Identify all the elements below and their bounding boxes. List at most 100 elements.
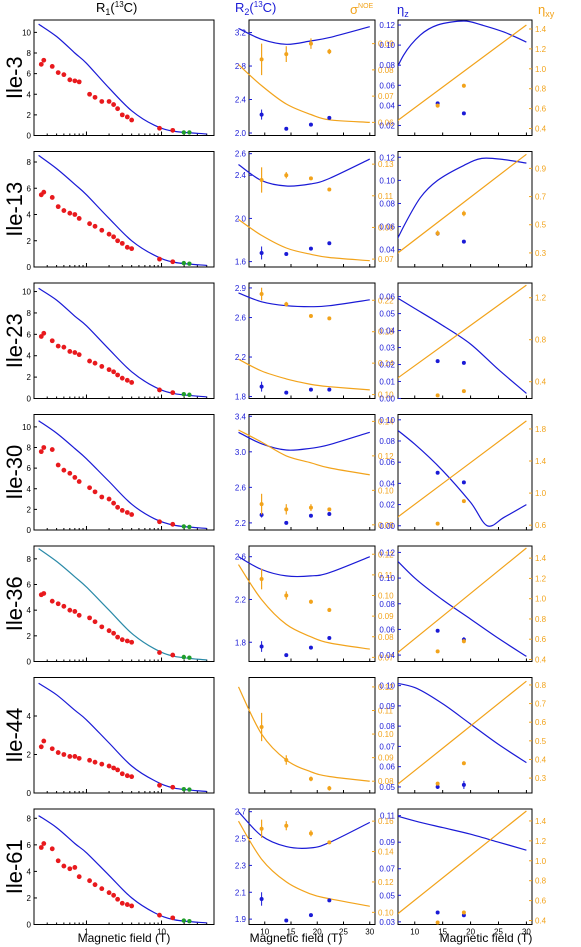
r1-point-low-field <box>124 510 130 515</box>
eta-xy-point <box>435 781 440 786</box>
column-headers: R1(13C) R2(13C) σNOE ηz ηxy <box>96 0 555 19</box>
r1-point-low-field <box>157 650 162 655</box>
header-eta-z: ηz <box>397 2 409 19</box>
x-tick-label: 15 <box>438 928 447 937</box>
panel-r1: 0 2 4 6 8 <box>27 151 215 272</box>
panel-eta: 0.02 0.04 0.06 0.08 0.10 0.12 0.4 0.6 0.8 1.0 1.2 1… <box>379 19 547 136</box>
y-tick-label: 0.10 <box>379 176 395 185</box>
y-tick-label-right: 0.09 <box>378 612 394 621</box>
noe-point <box>284 823 289 828</box>
r2-point <box>284 520 289 525</box>
r1-point-low-field <box>119 508 125 513</box>
y-tick-label: 2 <box>27 632 32 641</box>
r1-point-low-field <box>92 94 98 100</box>
r2-model-curve <box>238 431 370 451</box>
row-ile-61: Ile-61 0 2 4 6 8 1 10 1.9 2.1 2.3 2.5 2.7 0.10 0.12 0.1… <box>2 808 547 937</box>
r2-point <box>259 512 264 517</box>
y-tick-label: 6 <box>27 184 32 193</box>
r1-point-high-field <box>181 654 187 660</box>
y-tick-label: 0.07 <box>379 865 395 874</box>
eta-z-point <box>461 239 466 244</box>
noe-point <box>308 831 313 836</box>
y-tick-label-right: 0.8 <box>535 615 547 624</box>
r1-point-low-field <box>170 521 176 527</box>
panel-r2-noe: 1.6 2.0 2.4 2.6 0.07 0.09 0.11 0.13 <box>235 150 394 268</box>
panel-frame <box>397 677 533 794</box>
residue-label: Ile-23 <box>2 313 27 368</box>
r1-point-low-field <box>157 519 162 525</box>
r1-point-low-field <box>41 330 47 336</box>
eta-xy-point <box>461 761 466 766</box>
r2-point <box>308 645 313 650</box>
r1-point-low-field <box>170 127 176 133</box>
y-tick-label-right: 0.10 <box>378 486 394 495</box>
noe-point <box>284 593 289 598</box>
y-tick-label: 0.04 <box>379 479 395 488</box>
y-tick-label: 0.06 <box>379 81 395 90</box>
r1-point-low-field <box>99 886 105 892</box>
row-ile-23: Ile-23 0 2 4 6 8 10 1.8 2.2 2.6 2.9 0.10 0.14 0.18 0.2… <box>2 282 547 404</box>
r1-point-low-field <box>124 114 130 120</box>
y-tick-label: 2.4 <box>235 96 247 105</box>
r1-point-low-field <box>157 387 162 393</box>
x-tick-label: 20 <box>313 928 322 937</box>
y-tick-label-right: 1.4 <box>535 554 547 563</box>
y-tick-label: 2.6 <box>235 150 247 159</box>
x-tick-label: 20 <box>466 928 475 937</box>
y-tick-label: 0 <box>27 526 32 535</box>
r1-point-low-field <box>119 900 125 906</box>
r1-point-low-field <box>61 863 67 869</box>
r2-point <box>259 644 264 649</box>
panel-frame <box>248 414 376 531</box>
y-tick-label: 2 <box>27 751 32 760</box>
panel-frame <box>248 808 376 925</box>
r1-point-low-field <box>119 112 125 118</box>
eta-xy-point <box>461 83 466 88</box>
panel-frame <box>248 282 376 399</box>
y-tick-label: 2.6 <box>235 553 247 562</box>
noe-point <box>284 173 289 178</box>
r1-point-low-field <box>129 246 135 252</box>
y-tick-label: 4 <box>27 352 32 361</box>
eta-xy-model-line <box>398 24 527 121</box>
eta-z-model-curve <box>398 815 527 851</box>
y-tick-label: 0 <box>27 132 32 141</box>
y-tick-label: 1.8 <box>235 393 247 402</box>
y-tick-label: 0.06 <box>379 458 395 467</box>
r1-point-low-field <box>92 619 98 625</box>
header-eta-xy: ηxy <box>538 2 555 19</box>
r1-point-low-field <box>99 761 105 767</box>
y-tick-label: 0.05 <box>379 891 395 900</box>
eta-z-point <box>435 470 440 475</box>
y-tick-label-right: 1.8 <box>535 425 547 434</box>
y-tick-label: 3.4 <box>235 412 247 421</box>
y-tick-label-right: 0.08 <box>378 521 394 530</box>
y-tick-label: 8 <box>27 814 32 823</box>
noe-point <box>327 187 332 192</box>
y-tick-label-right: 0.6 <box>535 105 547 114</box>
y-tick-label-right: 0.13 <box>378 160 394 169</box>
noe-point <box>259 577 264 581</box>
y-tick-label-right: 0.4 <box>535 378 547 387</box>
row-ile-13: Ile-13024681.62.02.42.60.070.090.110.130… <box>2 150 547 272</box>
xlabel-r2: Magnetic field (T) <box>250 931 343 945</box>
eta-xy-model-line <box>398 547 527 654</box>
y-tick-label: 2.5 <box>235 835 247 844</box>
y-tick-label: 0.11 <box>380 812 396 821</box>
r1-point-low-field <box>115 896 121 902</box>
r1-point-low-field <box>76 216 82 221</box>
eta-xy-model-line <box>398 420 527 518</box>
y-tick-label-right: 0.12 <box>378 550 394 559</box>
y-tick-label: 3.2 <box>235 29 247 38</box>
panel-eta: 0.05 0.06 0.07 0.08 0.09 0.10 0.3 0.4 0.5 0.6 0.7 0… <box>379 677 547 794</box>
panel-r1: 0 2 4 <box>27 677 215 798</box>
r1-point-low-field <box>129 380 135 385</box>
y-tick-label: 2.9 <box>235 284 247 293</box>
r1-point-high-field <box>181 392 187 397</box>
y-tick-label: 0.00 <box>379 395 395 404</box>
r1-point-low-field <box>92 223 98 229</box>
r1-point-low-field <box>49 338 55 344</box>
r1-point-low-field <box>92 489 98 495</box>
y-tick-label-right: 0.6 <box>535 718 547 727</box>
r2-point <box>259 896 264 901</box>
